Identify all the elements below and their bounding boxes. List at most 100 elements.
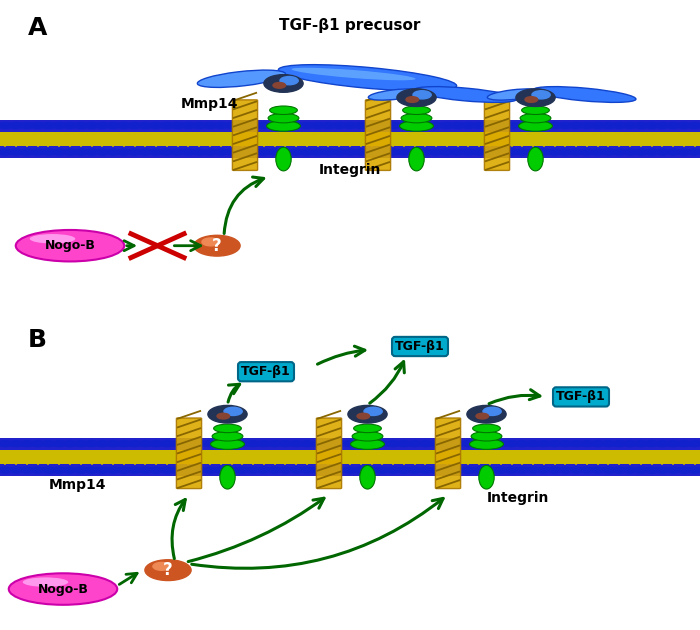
Circle shape — [127, 440, 141, 447]
Circle shape — [63, 440, 77, 447]
Point — [356, 460, 365, 467]
Point — [486, 460, 494, 467]
Point — [604, 129, 612, 136]
Circle shape — [386, 149, 400, 155]
Circle shape — [279, 440, 293, 447]
Circle shape — [645, 122, 659, 129]
Circle shape — [332, 440, 346, 447]
Circle shape — [264, 74, 303, 93]
Point — [346, 142, 354, 149]
Ellipse shape — [479, 466, 494, 489]
Circle shape — [505, 122, 519, 129]
Point — [120, 460, 128, 467]
Point — [658, 447, 666, 454]
Ellipse shape — [368, 89, 423, 100]
Circle shape — [193, 467, 206, 473]
Point — [669, 142, 678, 149]
Circle shape — [601, 467, 615, 473]
Circle shape — [569, 122, 583, 129]
Text: B: B — [28, 328, 47, 352]
Circle shape — [214, 467, 228, 473]
Circle shape — [139, 122, 153, 129]
Circle shape — [343, 467, 357, 473]
Circle shape — [375, 122, 389, 129]
Point — [508, 129, 516, 136]
Circle shape — [591, 467, 605, 473]
Circle shape — [451, 122, 465, 129]
Point — [130, 447, 139, 454]
Circle shape — [225, 122, 239, 129]
Point — [389, 447, 398, 454]
Circle shape — [483, 467, 497, 473]
Point — [615, 142, 624, 149]
Circle shape — [375, 149, 389, 155]
Circle shape — [300, 467, 314, 473]
Point — [594, 460, 602, 467]
Circle shape — [117, 149, 131, 155]
Circle shape — [181, 149, 195, 155]
Circle shape — [634, 122, 648, 129]
Ellipse shape — [267, 121, 300, 131]
Point — [44, 142, 52, 149]
Point — [680, 142, 688, 149]
Circle shape — [440, 122, 454, 129]
Circle shape — [321, 122, 335, 129]
Point — [540, 129, 548, 136]
Point — [66, 460, 74, 467]
Point — [109, 129, 118, 136]
Ellipse shape — [276, 147, 291, 171]
Point — [508, 460, 516, 467]
Circle shape — [289, 122, 303, 129]
Point — [389, 129, 398, 136]
Circle shape — [461, 467, 475, 473]
Point — [368, 129, 376, 136]
Circle shape — [612, 149, 626, 155]
Point — [228, 129, 236, 136]
Circle shape — [407, 122, 421, 129]
Circle shape — [160, 122, 174, 129]
Circle shape — [375, 440, 389, 447]
Circle shape — [634, 440, 648, 447]
Point — [368, 447, 376, 454]
Circle shape — [214, 122, 228, 129]
Point — [604, 460, 612, 467]
Circle shape — [476, 413, 489, 419]
Point — [324, 129, 332, 136]
Point — [442, 142, 451, 149]
Point — [228, 460, 236, 467]
Circle shape — [332, 467, 346, 473]
Circle shape — [0, 440, 13, 447]
Circle shape — [225, 467, 239, 473]
Point — [432, 460, 440, 467]
Point — [550, 447, 559, 454]
Point — [561, 460, 570, 467]
Circle shape — [569, 467, 583, 473]
Point — [120, 142, 128, 149]
Point — [281, 460, 290, 467]
Point — [518, 447, 526, 454]
Circle shape — [397, 467, 411, 473]
Circle shape — [357, 413, 370, 419]
Point — [400, 447, 408, 454]
Circle shape — [473, 440, 486, 447]
Circle shape — [300, 122, 314, 129]
Point — [669, 447, 678, 454]
Circle shape — [127, 122, 141, 129]
Point — [270, 129, 279, 136]
Circle shape — [386, 440, 400, 447]
Text: Integrin: Integrin — [318, 163, 381, 177]
Circle shape — [0, 122, 13, 129]
Point — [680, 447, 688, 454]
Point — [152, 142, 160, 149]
Ellipse shape — [220, 466, 235, 489]
Circle shape — [547, 122, 561, 129]
Point — [66, 447, 74, 454]
Circle shape — [63, 149, 77, 155]
Point — [180, 230, 188, 238]
Circle shape — [348, 406, 387, 423]
Point — [206, 142, 214, 149]
Point — [690, 447, 699, 454]
Point — [410, 460, 419, 467]
Point — [162, 447, 171, 454]
Circle shape — [343, 149, 357, 155]
